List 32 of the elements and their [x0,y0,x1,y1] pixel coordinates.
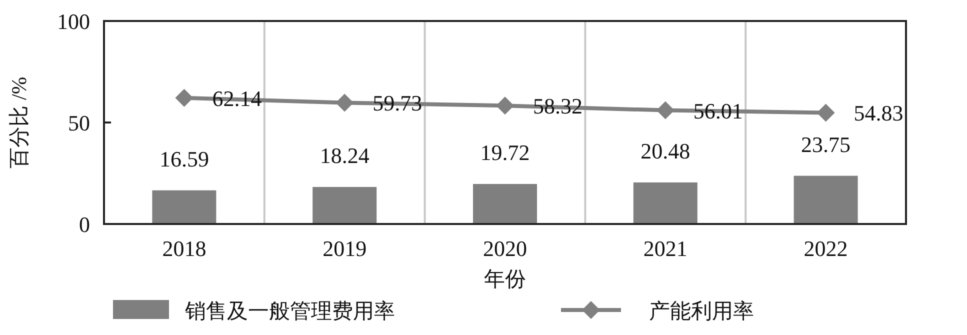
data-label: 18.24 [320,142,370,168]
data-label: 59.73 [372,90,422,116]
point [656,101,674,120]
bar [794,176,858,224]
y-tick-label: 50 [68,110,90,136]
bar [312,186,377,224]
data-label: 62.14 [212,86,262,111]
bar [152,190,216,224]
y-axis-title: 百分比 /% [7,76,31,168]
data-label: 16.59 [159,146,209,172]
x-tick-label: 2019 [322,236,367,261]
legend-label: 产能利用率 [649,299,754,323]
x-tick-label: 2021 [643,236,688,261]
y-tick-label: 100 [57,9,90,34]
point [496,96,514,115]
data-label: 56.01 [693,98,743,124]
x-axis-title: 年份 [484,267,526,291]
data-label: 58.32 [533,94,582,119]
x-tick-label: 2020 [483,236,527,261]
data-label: 23.75 [801,132,851,157]
point [175,88,194,107]
point [816,104,835,122]
data-label: 19.72 [480,140,530,165]
data-label: 20.48 [640,138,690,164]
legend-label: 销售及一般管理费用率 [184,299,395,323]
data-label: 54.83 [854,100,904,126]
bar [473,184,537,224]
x-tick-label: 2022 [804,236,848,261]
x-tick-label: 2018 [162,236,206,261]
point [336,94,354,112]
y-tick-label: 0 [79,212,90,237]
bar [633,182,698,224]
